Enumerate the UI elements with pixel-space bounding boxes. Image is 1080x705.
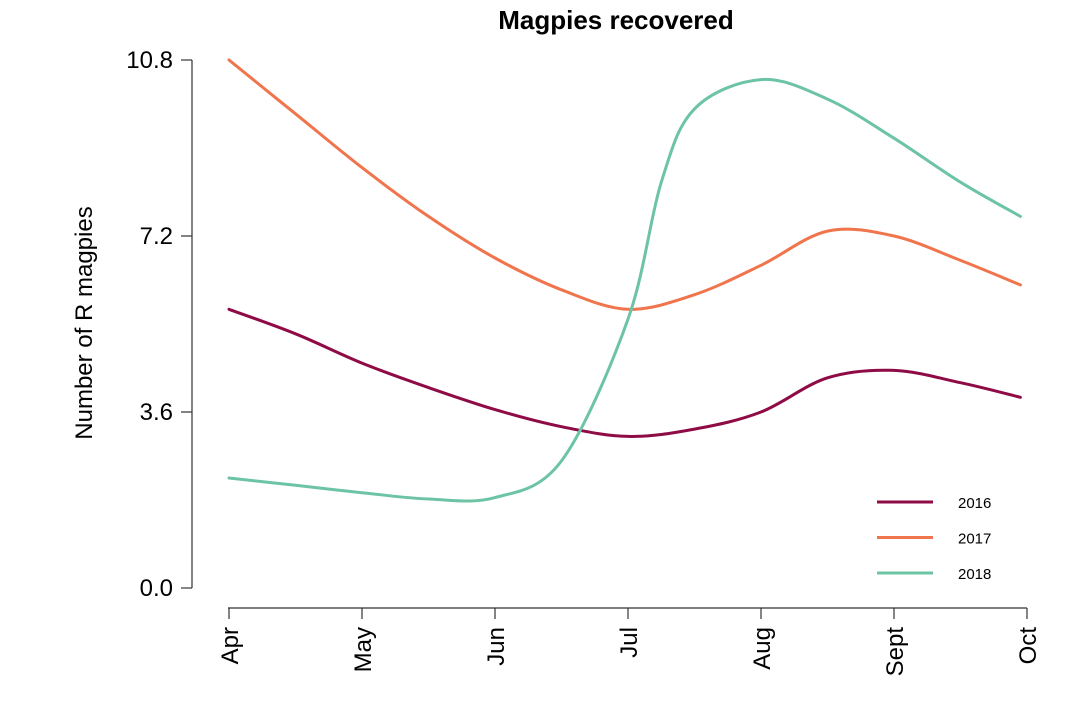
x-tick-label: Sept: [882, 627, 909, 677]
x-axis-ticks: Apr May Jun Jul Aug Sept Oct: [217, 608, 1042, 676]
x-tick-label: Aug: [749, 627, 776, 670]
y-tick-label: 7.2: [140, 223, 173, 250]
y-axis-ticks: 0.0 3.6 7.2 10.8: [126, 47, 192, 602]
x-tick-label: Jul: [616, 627, 643, 658]
x-tick-label: Jun: [483, 627, 510, 666]
chart-title: Magpies recovered: [498, 5, 734, 35]
y-axis-label: Number of R magpies: [71, 206, 98, 439]
legend-label: 2017: [958, 531, 991, 548]
series-layer: [227, 58, 1022, 503]
y-tick-label: 0.0: [140, 575, 173, 602]
series-line-2018: [227, 77, 1022, 503]
x-tick-label: Apr: [217, 627, 244, 664]
series-line-2016: [227, 307, 1022, 438]
x-tick-label: May: [350, 627, 377, 672]
x-tick-label: Oct: [1015, 627, 1042, 665]
series-line-2017: [227, 58, 1022, 311]
y-tick-label: 10.8: [126, 47, 173, 74]
legend-label: 2018: [958, 566, 991, 583]
legend: 2016 2017 2018: [877, 495, 991, 583]
y-tick-label: 3.6: [140, 399, 173, 426]
legend-label: 2016: [958, 495, 991, 512]
